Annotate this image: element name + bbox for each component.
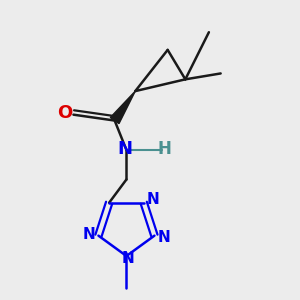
Text: H: H xyxy=(158,140,172,158)
Text: N: N xyxy=(158,230,170,244)
Text: N: N xyxy=(122,251,134,266)
Polygon shape xyxy=(110,91,135,124)
Text: N: N xyxy=(147,192,160,207)
Text: O: O xyxy=(57,104,72,122)
Text: N: N xyxy=(118,140,133,158)
Text: N: N xyxy=(82,227,95,242)
